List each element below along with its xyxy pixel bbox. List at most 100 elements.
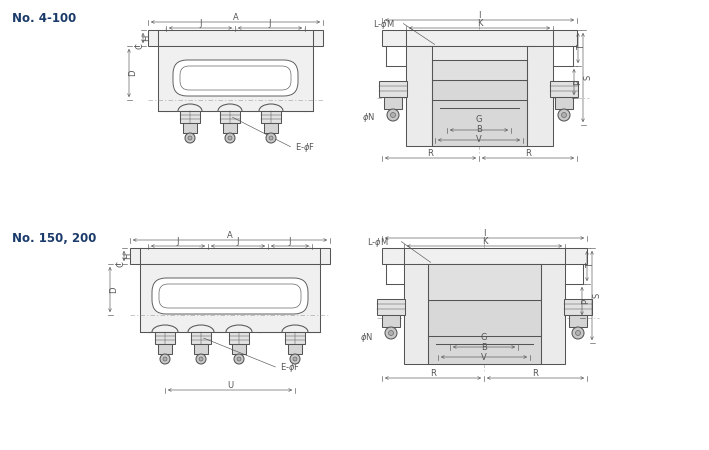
Bar	[432, 60, 527, 80]
Bar	[158, 344, 172, 354]
Circle shape	[387, 109, 399, 121]
Bar	[564, 299, 592, 315]
Text: E-$\phi$F: E-$\phi$F	[280, 361, 300, 374]
Circle shape	[293, 357, 297, 361]
Text: $\phi$N: $\phi$N	[360, 330, 373, 343]
Bar	[148, 30, 323, 46]
Circle shape	[389, 330, 393, 336]
Text: C: C	[116, 261, 125, 267]
Text: K: K	[476, 18, 482, 27]
Circle shape	[562, 112, 566, 117]
Circle shape	[225, 133, 235, 143]
Text: V: V	[476, 135, 482, 144]
Text: G: G	[481, 333, 487, 342]
Circle shape	[234, 354, 244, 364]
Text: No. 150, 200: No. 150, 200	[12, 232, 96, 245]
Text: J: J	[237, 237, 239, 246]
Text: J: J	[269, 18, 272, 27]
Text: No. 4-100: No. 4-100	[12, 12, 77, 25]
Text: A: A	[233, 13, 238, 22]
Bar	[180, 111, 200, 123]
Bar	[550, 81, 578, 97]
Text: E-$\phi$F: E-$\phi$F	[295, 141, 316, 154]
Bar	[555, 97, 573, 109]
Bar	[220, 111, 240, 123]
Bar	[428, 264, 541, 300]
Bar	[261, 111, 281, 123]
Text: P: P	[581, 298, 591, 304]
Bar	[232, 344, 246, 354]
Text: V: V	[481, 352, 487, 361]
Circle shape	[576, 330, 581, 336]
Bar	[194, 344, 208, 354]
Bar	[384, 97, 402, 109]
Text: J: J	[199, 18, 202, 27]
Circle shape	[199, 357, 203, 361]
Circle shape	[160, 354, 170, 364]
Text: J: J	[177, 237, 179, 246]
Text: H: H	[143, 35, 152, 41]
Circle shape	[558, 109, 570, 121]
Bar	[382, 248, 587, 264]
Text: K: K	[481, 237, 487, 246]
Text: C: C	[135, 43, 145, 49]
Bar	[130, 248, 330, 264]
Text: J: J	[289, 237, 291, 246]
Bar	[229, 332, 249, 344]
Text: L-$\phi$M: L-$\phi$M	[373, 18, 395, 31]
Circle shape	[163, 357, 167, 361]
Text: R: R	[532, 369, 538, 378]
Text: G: G	[476, 116, 482, 125]
Circle shape	[188, 136, 192, 140]
Text: T: T	[586, 264, 596, 269]
Text: B: B	[481, 342, 487, 351]
Text: R: R	[430, 369, 436, 378]
Text: H: H	[123, 253, 133, 259]
Bar	[377, 299, 405, 315]
Bar	[191, 332, 211, 344]
Bar	[264, 123, 278, 133]
Text: D: D	[128, 70, 138, 76]
Text: T: T	[578, 45, 586, 50]
Circle shape	[269, 136, 273, 140]
Text: A: A	[227, 230, 233, 239]
Circle shape	[572, 327, 584, 339]
Bar	[428, 300, 541, 364]
Bar	[382, 315, 400, 327]
Text: I: I	[484, 229, 486, 238]
Bar	[379, 81, 407, 97]
Circle shape	[185, 133, 195, 143]
FancyBboxPatch shape	[173, 60, 298, 96]
Circle shape	[391, 112, 396, 117]
Bar	[569, 315, 587, 327]
Text: U: U	[227, 381, 233, 390]
Text: $\phi$N: $\phi$N	[362, 112, 375, 125]
Bar	[288, 344, 302, 354]
Bar	[432, 80, 527, 146]
Text: R: R	[428, 148, 433, 157]
Bar	[404, 264, 565, 364]
Circle shape	[266, 133, 276, 143]
Text: S: S	[593, 293, 601, 298]
Bar	[406, 46, 553, 146]
Bar	[140, 264, 320, 332]
Text: S: S	[584, 75, 593, 80]
Circle shape	[196, 354, 206, 364]
Circle shape	[290, 354, 300, 364]
Text: R: R	[525, 148, 531, 157]
Bar	[285, 332, 305, 344]
Bar	[155, 332, 175, 344]
Bar	[382, 30, 577, 46]
Bar	[183, 123, 197, 133]
FancyBboxPatch shape	[180, 66, 291, 90]
Text: B: B	[476, 126, 482, 135]
Circle shape	[228, 136, 232, 140]
Bar	[158, 46, 313, 111]
Bar	[223, 123, 237, 133]
FancyBboxPatch shape	[159, 284, 301, 308]
Text: I: I	[479, 10, 481, 19]
Text: P: P	[574, 80, 583, 85]
Circle shape	[385, 327, 397, 339]
FancyBboxPatch shape	[152, 278, 308, 314]
Text: L-$\phi$M: L-$\phi$M	[367, 236, 389, 249]
